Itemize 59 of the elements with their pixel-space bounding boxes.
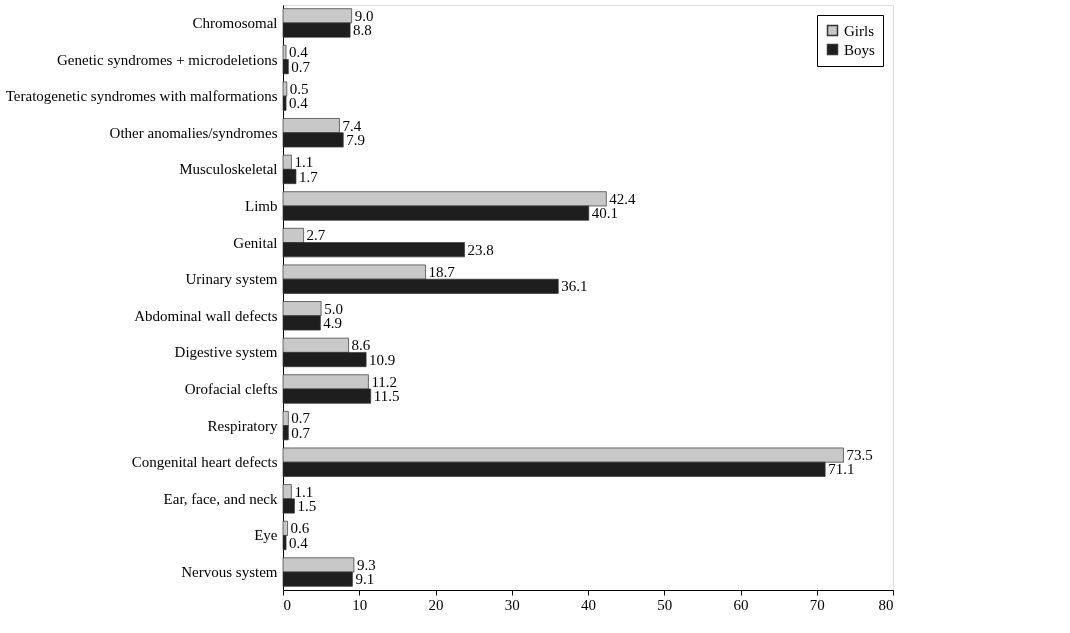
data-label: 9.0 — [354, 7, 374, 24]
data-label: 0.7 — [291, 58, 311, 75]
y-tick-label: Congenital heart defects — [131, 454, 278, 471]
x-tick-label: 30 — [504, 596, 520, 613]
data-label: 0.5 — [289, 81, 309, 98]
y-tick-label: Genetic syndromes + microdeletions — [57, 51, 278, 68]
data-label: 1.1 — [294, 154, 314, 171]
y-tick-label: Other anomalies/syndromes — [109, 124, 278, 141]
data-label: 9.1 — [355, 571, 375, 588]
y-tick-label: Orofacial clefts — [184, 381, 278, 398]
data-label: 0.7 — [291, 410, 311, 427]
data-label: 1.1 — [294, 483, 314, 500]
y-tick-label: Eye — [254, 527, 278, 544]
data-label: 9.3 — [356, 556, 376, 573]
data-label: 0.7 — [291, 424, 311, 441]
x-tick-label: 20 — [428, 596, 444, 613]
data-label: 71.1 — [828, 461, 855, 478]
y-tick-label: Urinary system — [185, 271, 278, 288]
x-tick-label: 70 — [809, 596, 825, 613]
y-tick-label: Teratogenetic syndromes with malformations — [5, 88, 278, 105]
x-tick-label: 10 — [352, 596, 368, 613]
data-label: 0.4 — [289, 534, 309, 551]
x-tick-label: 80 — [878, 596, 894, 613]
data-label: 18.7 — [428, 264, 456, 281]
data-label: 0.4 — [289, 95, 309, 112]
data-label: 8.6 — [351, 337, 371, 354]
data-label: 0.6 — [290, 520, 310, 537]
y-tick-label: Chromosomal — [192, 14, 278, 31]
y-tick-label: Digestive system — [174, 344, 278, 361]
y-tick-label: Musculoskeletal — [179, 161, 278, 178]
data-label: 11.2 — [371, 373, 398, 390]
data-label: 11.5 — [373, 388, 400, 405]
legend-label: Girls — [844, 22, 875, 39]
x-tick-label: 0 — [283, 596, 291, 613]
y-tick-label: Nervous system — [181, 564, 278, 581]
x-tick-label: 60 — [733, 596, 749, 613]
data-label: 7.9 — [346, 131, 365, 148]
y-tick-label: Ear, face, and neck — [163, 490, 278, 507]
y-tick-label: Respiratory — [207, 417, 278, 434]
data-label: 2.7 — [306, 227, 326, 244]
x-tick-label: 40 — [581, 596, 596, 613]
data-label: 73.5 — [846, 447, 873, 464]
data-label: 5.0 — [324, 300, 343, 317]
y-tick-label: Abdominal wall defects — [134, 307, 278, 324]
data-label: 7.4 — [342, 117, 362, 134]
y-tick-label: Limb — [245, 197, 278, 214]
data-label: 8.8 — [353, 22, 372, 39]
data-label: 0.4 — [289, 44, 309, 61]
legend-label: Boys — [844, 41, 875, 58]
data-label: 1.7 — [298, 168, 319, 185]
data-label: 36.1 — [561, 278, 588, 295]
data-label: 4.9 — [323, 314, 343, 331]
data-label: 42.4 — [609, 190, 637, 207]
data-label: 23.8 — [467, 241, 494, 258]
data-label: 40.1 — [591, 205, 619, 222]
data-label: 10.9 — [369, 351, 396, 368]
data-label: 1.5 — [297, 497, 317, 514]
y-tick-label: Genital — [233, 234, 278, 251]
x-tick-label: 50 — [657, 596, 673, 613]
